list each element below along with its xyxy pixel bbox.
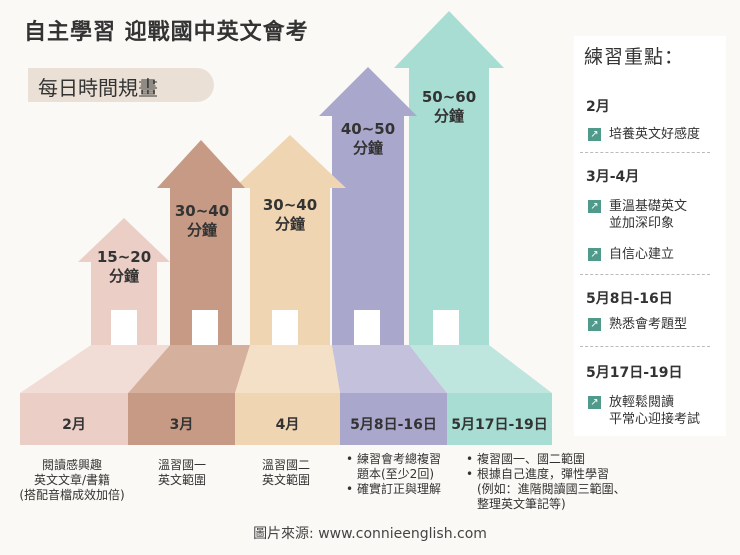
panel-item: ↗ 放輕鬆閱讀 平常心迎接考試 — [588, 394, 700, 428]
arrow-apr — [234, 135, 346, 356]
window-mar — [192, 310, 218, 346]
step-top-feb — [20, 345, 170, 393]
desc-may17: 複習國一、國二範圍 根據自己進度，彈性學習(例如：進階閱讀國三範圍、整理英文筆記… — [463, 452, 643, 512]
panel-head-may8: 5月8日-16日 — [586, 291, 673, 307]
month-label-feb: 2月 — [62, 417, 86, 433]
arrow-may8 — [319, 67, 417, 356]
window-feb — [111, 310, 137, 346]
month-label-may17: 5月17日-19日 — [451, 417, 548, 433]
window-may17 — [433, 310, 459, 346]
desc-mar: 溫習國一 英文範圍 — [157, 458, 206, 487]
image-credit: 圖片來源: www.connieenglish.com — [253, 526, 487, 542]
month-label-mar: 3月 — [169, 417, 194, 433]
desc-apr: 溫習國二 英文範圍 — [261, 458, 310, 487]
page-title: 自主學習 迎戰國中英文會考 — [24, 20, 309, 45]
arrow-may17 — [394, 11, 504, 356]
window-may8 — [354, 310, 380, 346]
arrow-up-right-icon: ↗ — [588, 128, 601, 141]
panel-item: ↗ 培養英文好感度 — [588, 126, 700, 143]
step-top-apr — [235, 345, 340, 393]
window-apr — [272, 310, 298, 346]
practice-focus-panel — [574, 36, 726, 436]
panel-head-may17: 5月17日-19日 — [586, 365, 683, 381]
panel-item: ↗ 熟悉會考題型 — [588, 316, 687, 333]
step-top-may8 — [332, 345, 447, 393]
panel-divider — [580, 346, 710, 347]
subtitle: 每日時間規畫 — [38, 76, 158, 100]
arrow-up-right-icon: ↗ — [588, 200, 601, 213]
arrow-up-right-icon: ↗ — [588, 318, 601, 331]
step-top-mar — [128, 345, 250, 393]
step-front-feb — [20, 393, 128, 445]
time-label-mar: 30~40 分鐘 — [174, 202, 230, 239]
panel-head-mar-apr: 3月-4月 — [586, 169, 640, 185]
arrow-feb — [78, 218, 170, 356]
panel-divider — [580, 274, 710, 275]
step-front-may17 — [447, 393, 552, 445]
desc-feb: 閱讀感興趣 英文文章/書籍 (搭配音檔成效加倍) — [19, 458, 125, 502]
arrow-mar — [157, 140, 245, 356]
desc-may8-bullet: 確實訂正與理解 — [346, 482, 463, 497]
step-top-may17 — [409, 345, 552, 393]
time-label-may8: 40~50 分鐘 — [340, 120, 396, 157]
panel-item: ↗ 重溫基礎英文 並加深印象 — [588, 198, 687, 232]
panel-head-feb: 2月 — [586, 99, 610, 115]
time-label-may17: 50~60 分鐘 — [421, 88, 477, 125]
arrow-up-right-icon: ↗ — [588, 396, 601, 409]
step-front-may8 — [340, 393, 447, 445]
desc-may17-bullet: 根據自己進度，彈性學習(例如：進階閱讀國三範圍、整理英文筆記等) — [466, 467, 643, 512]
desc-may17-bullet: 複習國一、國二範圍 — [466, 452, 643, 467]
time-label-feb: 15~20 分鐘 — [96, 248, 152, 285]
subtitle-pill — [28, 68, 214, 102]
panel-title: 練習重點： — [584, 46, 685, 68]
step-front-mar — [128, 393, 235, 445]
month-label-apr: 4月 — [275, 417, 300, 433]
step-front-apr — [235, 393, 340, 445]
time-label-apr: 30~40 分鐘 — [262, 196, 318, 233]
panel-divider — [580, 152, 710, 153]
month-label-may8: 5月8日-16日 — [350, 417, 437, 433]
arrow-up-right-icon: ↗ — [588, 248, 601, 261]
panel-item: ↗ 自信心建立 — [588, 246, 674, 263]
